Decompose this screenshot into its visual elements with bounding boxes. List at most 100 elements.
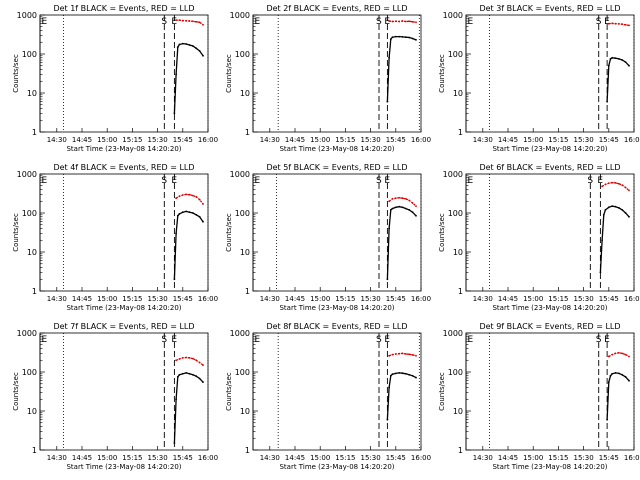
x-tick-label: 14:45 — [285, 136, 305, 144]
series-events-point — [175, 232, 178, 235]
x-tick-label: 15:45 — [173, 295, 193, 303]
series-events-point — [181, 211, 184, 214]
series-events-point — [176, 214, 179, 217]
panel-title: Det 3f BLACK = Events, RED = LLD — [479, 4, 620, 13]
series-lld-point — [628, 189, 630, 192]
series-events-point — [607, 64, 610, 67]
series-lld-point — [415, 205, 417, 208]
series-events-point — [624, 212, 627, 214]
x-axis-label: Start Time (23-May-08 14:20:20) — [492, 463, 607, 471]
series-events-point — [176, 376, 179, 378]
series-lld-point — [611, 181, 614, 184]
y-axis-label: Counts/sec — [438, 372, 446, 411]
x-tick-label: 15:00 — [523, 295, 543, 303]
series-events-point — [195, 47, 198, 50]
series-events-point — [614, 205, 617, 208]
y-axis-label: Counts/sec — [12, 213, 20, 252]
series-events-point — [175, 398, 178, 401]
series-lld-point — [202, 203, 204, 205]
panel-title: Det 1f BLACK = Events, RED = LLD — [53, 4, 194, 13]
series-lld-point — [195, 20, 198, 23]
series-lld-point — [388, 20, 390, 22]
series-lld-point — [408, 199, 411, 202]
x-tick-label: 14:45 — [72, 454, 92, 462]
series-events-point — [195, 375, 198, 378]
series-events-point — [618, 58, 620, 60]
series-events-point — [408, 373, 411, 376]
series-events-point — [178, 373, 181, 376]
series-events-point — [624, 376, 627, 378]
series-lld-point — [621, 184, 624, 187]
x-tick-label: 16:00 — [411, 136, 431, 144]
x-tick-label: 15:45 — [173, 136, 193, 144]
x-axis-label: Start Time (23-May-08 14:20:20) — [279, 463, 394, 471]
time-marker-label: E — [255, 17, 261, 27]
series-events-point — [411, 211, 414, 214]
series-events-point — [401, 36, 404, 38]
x-tick-label: 15:15 — [335, 295, 355, 303]
y-tick-label: 1000 — [17, 329, 37, 338]
x-tick-label: 15:45 — [386, 295, 406, 303]
series-events-point — [408, 209, 411, 211]
series-lld-point — [607, 22, 610, 25]
x-tick-label: 14:45 — [285, 454, 305, 462]
series-lld-point — [185, 193, 188, 196]
series-events-point — [386, 100, 389, 103]
series-lld-point — [391, 198, 394, 200]
series-lld-point — [618, 182, 620, 185]
series-events-point — [398, 205, 401, 208]
x-tick-label: 15:30 — [574, 454, 594, 462]
y-axis-label: Counts/sec — [438, 213, 446, 252]
y-tick-label: 1000 — [443, 329, 463, 338]
series-events-point — [391, 36, 394, 39]
series-events-point — [609, 374, 612, 377]
series-lld-point — [394, 20, 397, 23]
time-marker-label: E — [255, 176, 261, 186]
series-events-point — [614, 57, 617, 60]
series-lld-point — [607, 182, 610, 185]
series-lld-point — [394, 353, 397, 355]
y-tick-label: 1 — [458, 128, 463, 137]
series-lld-point — [401, 352, 404, 355]
series-lld-point — [394, 197, 397, 200]
x-tick-label: 15:30 — [361, 136, 381, 144]
series-events-point — [415, 376, 417, 379]
y-tick-label: 1 — [458, 287, 463, 296]
series-events-point — [389, 374, 392, 377]
detector-panel-2: Det 2f BLACK = Events, RED = LLD 1 10 100 10… — [225, 4, 431, 153]
series-events-point — [415, 39, 417, 41]
series-lld-point — [178, 358, 181, 360]
series-lld-point — [618, 351, 620, 354]
series-events-point — [391, 373, 394, 376]
x-tick-label: 15:00 — [310, 295, 330, 303]
series-events-point — [192, 373, 194, 376]
series-lld-point — [181, 19, 184, 22]
y-tick-label: 1000 — [17, 170, 37, 179]
detector-panel-7: Det 7f BLACK = Events, RED = LLD 1 10 100 10… — [12, 322, 218, 471]
series-events-point — [611, 205, 614, 208]
x-tick-label: 15:00 — [310, 454, 330, 462]
y-tick-label: 100 — [22, 209, 37, 218]
y-tick-label: 1 — [32, 446, 37, 455]
time-marker-label: E — [42, 335, 48, 345]
time-marker-label: E — [604, 17, 610, 27]
series-lld-point — [611, 22, 614, 25]
series-lld-point — [192, 20, 194, 23]
panel-title: Det 7f BLACK = Events, RED = LLD — [53, 322, 194, 331]
x-tick-label: 14:30 — [473, 454, 493, 462]
series-events-point — [624, 61, 627, 63]
series-events-point — [188, 372, 191, 375]
x-tick-label: 15:45 — [173, 454, 193, 462]
series-events-point — [173, 442, 176, 444]
time-marker-label: E — [384, 176, 390, 186]
y-tick-label: 1 — [245, 287, 250, 296]
x-tick-label: 15:45 — [599, 295, 619, 303]
series-events-point — [176, 46, 179, 48]
y-tick-label: 10 — [27, 89, 37, 98]
series-lld-point — [408, 20, 411, 23]
series-events-point — [394, 206, 397, 209]
series-lld-point — [185, 19, 188, 22]
x-tick-label: 16:00 — [411, 454, 431, 462]
